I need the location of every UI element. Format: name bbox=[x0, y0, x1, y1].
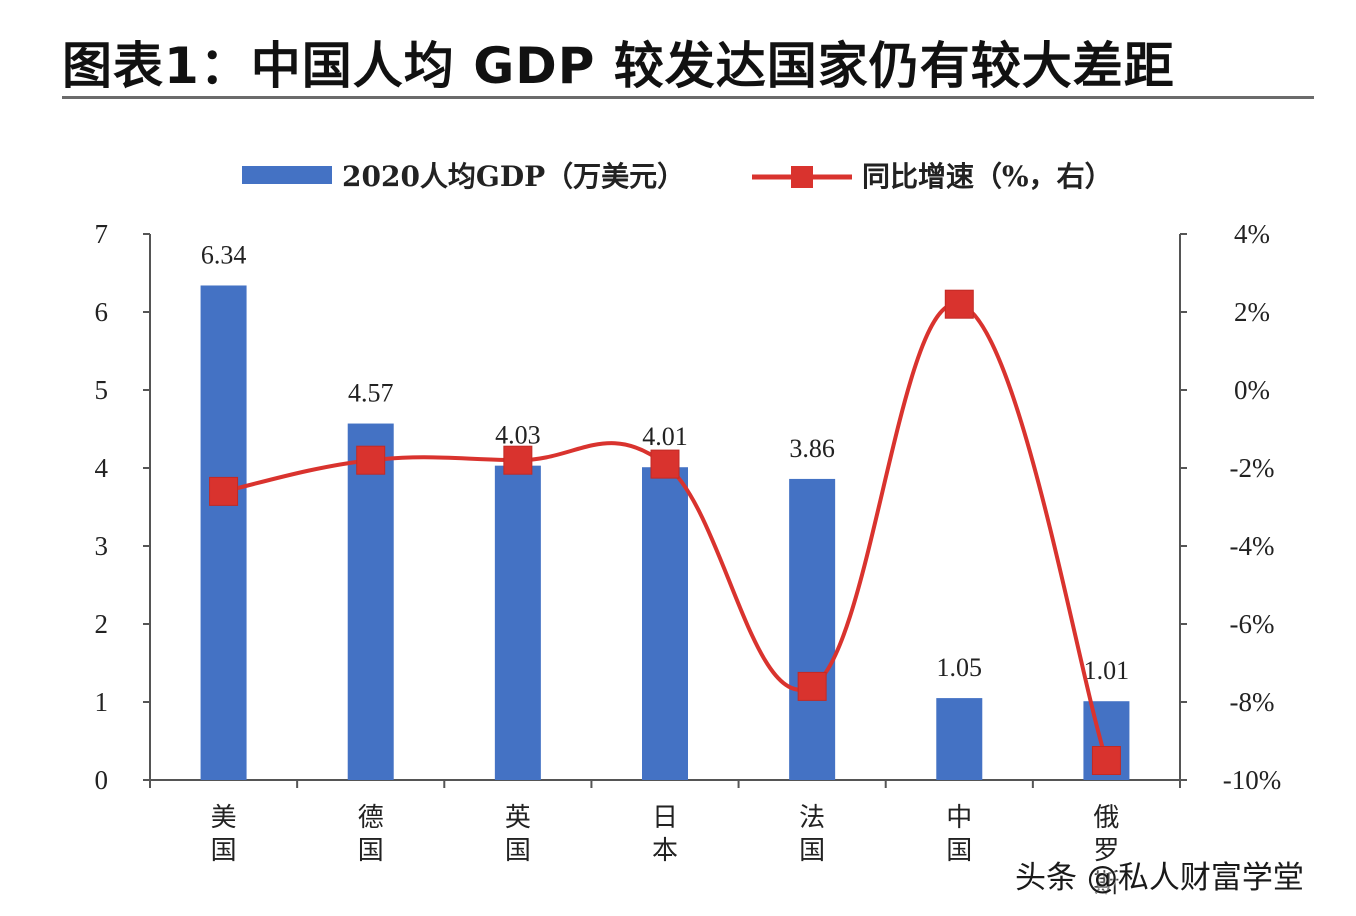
title-divider bbox=[62, 96, 1314, 99]
right-tick-label: -8% bbox=[1230, 687, 1275, 717]
bar-data-label: 1.01 bbox=[1084, 656, 1130, 685]
category-label: 中国 bbox=[946, 803, 972, 866]
growth-point-marker bbox=[356, 445, 386, 475]
legend-label-growth: 同比增速（%，右） bbox=[862, 160, 1113, 193]
legend-swatch-gdp bbox=[242, 166, 332, 184]
left-tick-label: 5 bbox=[95, 375, 109, 405]
right-tick-label: 2% bbox=[1234, 297, 1270, 327]
right-tick-label: -10% bbox=[1223, 765, 1281, 795]
category-labels: 美国 德国 英国 日本 法国 中国 俄罗斯 bbox=[149, 780, 1181, 899]
left-tick-label: 2 bbox=[95, 609, 109, 639]
bar-data-label: 4.03 bbox=[495, 421, 541, 450]
right-axis-ticks: -10% -8% -6% -4% -2% 0% 2% 4% bbox=[1180, 219, 1281, 795]
left-tick-label: 7 bbox=[95, 219, 109, 249]
category-label: 德国 bbox=[358, 803, 384, 866]
legend-label-gdp: 2020人均GDP（万美元） bbox=[342, 160, 685, 193]
right-tick-label: -6% bbox=[1230, 609, 1275, 639]
growth-point-marker bbox=[944, 289, 974, 319]
growth-point-marker bbox=[650, 449, 680, 479]
left-axis-ticks: 0 1 2 3 4 5 6 7 bbox=[95, 219, 150, 795]
bars bbox=[200, 285, 1130, 780]
growth-point-marker bbox=[1091, 746, 1121, 775]
watermark: 头条 @私人财富学堂 bbox=[1015, 860, 1304, 896]
bar bbox=[494, 465, 541, 780]
right-tick-label: 0% bbox=[1234, 375, 1270, 405]
category-label: 美国 bbox=[211, 803, 237, 866]
category-label: 法国 bbox=[799, 803, 825, 866]
category-label: 英国 bbox=[505, 803, 531, 866]
right-tick-label: -4% bbox=[1230, 531, 1275, 561]
legend: 2020人均GDP（万美元） 同比增速（%，右） bbox=[242, 160, 1113, 193]
bar bbox=[789, 478, 836, 780]
legend-marker-growth bbox=[791, 166, 813, 188]
category-label: 俄罗斯 bbox=[1093, 803, 1119, 899]
right-tick-label: 4% bbox=[1234, 219, 1270, 249]
left-tick-label: 4 bbox=[95, 453, 109, 483]
right-tick-label: -2% bbox=[1230, 453, 1275, 483]
bar bbox=[347, 423, 394, 780]
left-tick-label: 6 bbox=[95, 297, 109, 327]
bar bbox=[200, 285, 247, 780]
growth-point-marker bbox=[209, 476, 239, 506]
bar-data-label: 1.05 bbox=[937, 653, 983, 682]
growth-line-series bbox=[209, 289, 1121, 775]
category-label: 日本 bbox=[652, 803, 678, 866]
bar-data-label: 4.01 bbox=[642, 422, 688, 451]
bar bbox=[936, 698, 983, 780]
growth-line bbox=[223, 302, 1109, 762]
bar bbox=[642, 467, 688, 780]
bar-data-label: 6.34 bbox=[201, 240, 247, 269]
bar-data-labels: 6.34 4.57 4.03 4.01 3.86 1.05 1.01 bbox=[201, 240, 1129, 685]
left-tick-label: 3 bbox=[95, 531, 109, 561]
growth-point-marker bbox=[797, 671, 827, 701]
page-title: 图表1：中国人均 GDP 较发达国家仍有较大差距 bbox=[62, 37, 1175, 95]
left-tick-label: 1 bbox=[95, 687, 109, 717]
bar-data-label: 4.57 bbox=[348, 379, 394, 408]
bar-data-label: 3.86 bbox=[789, 434, 835, 463]
growth-point-marker bbox=[503, 445, 533, 475]
left-tick-label: 0 bbox=[95, 765, 109, 795]
